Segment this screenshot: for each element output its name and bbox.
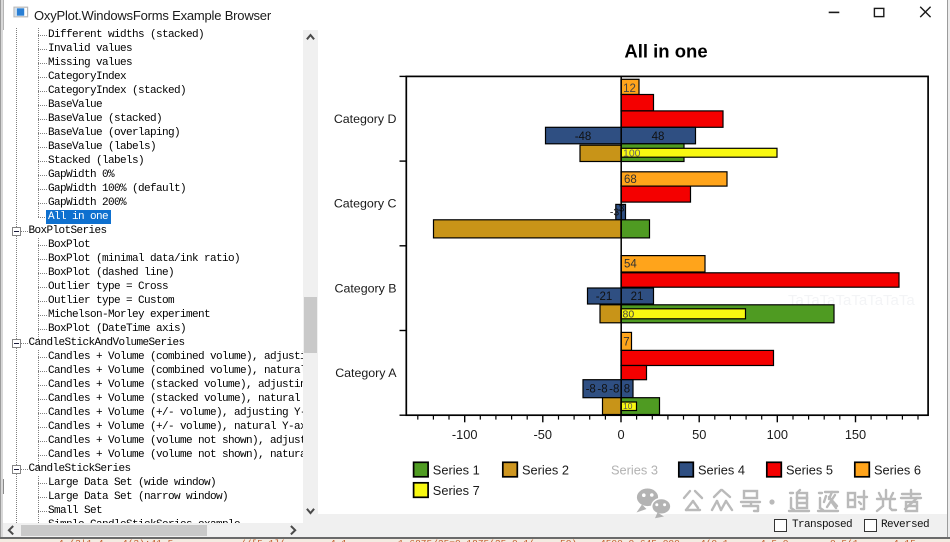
svg-text:-8: -8 — [609, 384, 619, 396]
svg-text:-50: -50 — [534, 427, 553, 442]
svg-text:All in one: All in one — [624, 41, 707, 62]
svg-text:21: 21 — [631, 291, 644, 303]
svg-text:-100: -100 — [452, 427, 478, 442]
svg-text:0: 0 — [617, 427, 624, 442]
svg-text:Category A: Category A — [335, 366, 397, 380]
svg-text:Series 4: Series 4 — [698, 462, 745, 477]
svg-text:Series 3: Series 3 — [611, 462, 658, 477]
svg-text:Series 1: Series 1 — [433, 462, 480, 477]
svg-text:68: 68 — [624, 174, 637, 186]
svg-text:10: 10 — [623, 401, 633, 411]
svg-text:100: 100 — [623, 147, 641, 159]
svg-text:Series 2: Series 2 — [522, 462, 569, 477]
svg-text:12: 12 — [623, 83, 636, 95]
svg-text:100: 100 — [767, 427, 788, 442]
svg-text:-3: -3 — [610, 207, 619, 219]
svg-text:Series 6: Series 6 — [874, 462, 921, 477]
svg-text:Series 5: Series 5 — [786, 462, 833, 477]
svg-text:80: 80 — [623, 308, 635, 320]
svg-text:50: 50 — [692, 427, 706, 442]
svg-text:-21: -21 — [596, 291, 613, 303]
svg-text:Series 7: Series 7 — [433, 483, 480, 498]
svg-text:48: 48 — [652, 131, 665, 143]
svg-text:150: 150 — [845, 427, 866, 442]
svg-text:54: 54 — [624, 259, 637, 271]
svg-text:Category C: Category C — [334, 197, 397, 211]
svg-text:-8: -8 — [597, 384, 607, 396]
svg-text:7: 7 — [623, 337, 629, 349]
svg-text:Category D: Category D — [334, 112, 397, 126]
svg-text:8: 8 — [624, 384, 630, 396]
svg-text:-8: -8 — [586, 384, 596, 396]
svg-text:Category B: Category B — [335, 281, 397, 295]
svg-text:-48: -48 — [575, 131, 592, 143]
